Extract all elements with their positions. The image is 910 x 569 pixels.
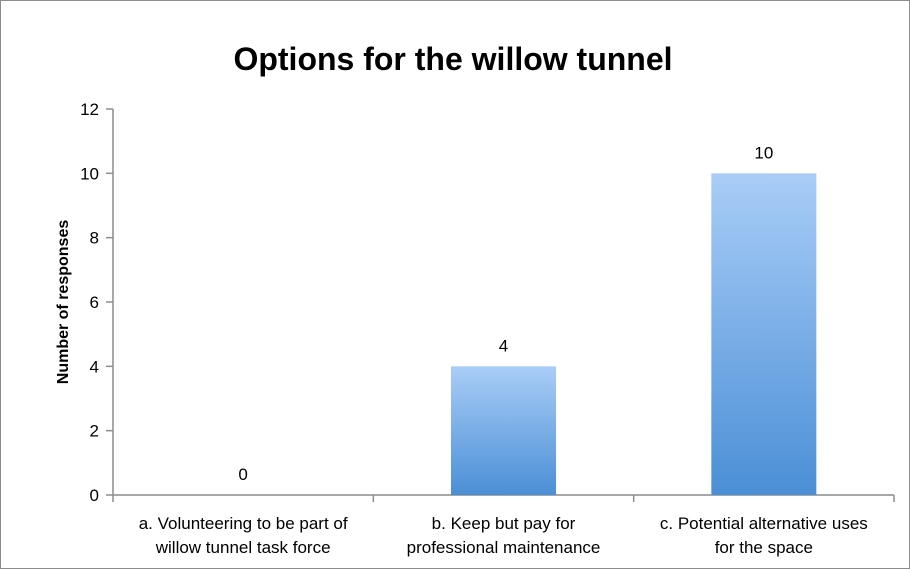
- x-tick-label: a. Volunteering to be part of willow tunn…: [139, 514, 348, 557]
- y-tick-label: 10: [80, 164, 99, 183]
- bars: [451, 173, 817, 496]
- bar: [711, 173, 817, 496]
- y-tick-label: 0: [90, 486, 99, 505]
- bar: [451, 366, 556, 495]
- tick-labels: 0 2 4 6 8 10 12 0 a. Volunteering to be part of w…: [80, 100, 868, 557]
- data-label: 0: [238, 465, 247, 484]
- y-axis-label: Number of responses: [55, 220, 72, 385]
- y-tick-label: 6: [90, 293, 99, 312]
- chart-title: Options for the willow tunnel: [233, 41, 672, 77]
- y-tick-label: 4: [90, 357, 99, 376]
- y-tick-label: 8: [90, 229, 99, 248]
- x-tick-label: c. Potential alternative uses for the spa…: [660, 514, 868, 557]
- data-label: 4: [499, 336, 508, 355]
- y-tick-label: 12: [80, 100, 99, 119]
- x-tick-label: b. Keep but pay for professional maintena…: [407, 514, 601, 557]
- data-label: 10: [754, 143, 773, 162]
- y-tick-label: 2: [90, 422, 99, 441]
